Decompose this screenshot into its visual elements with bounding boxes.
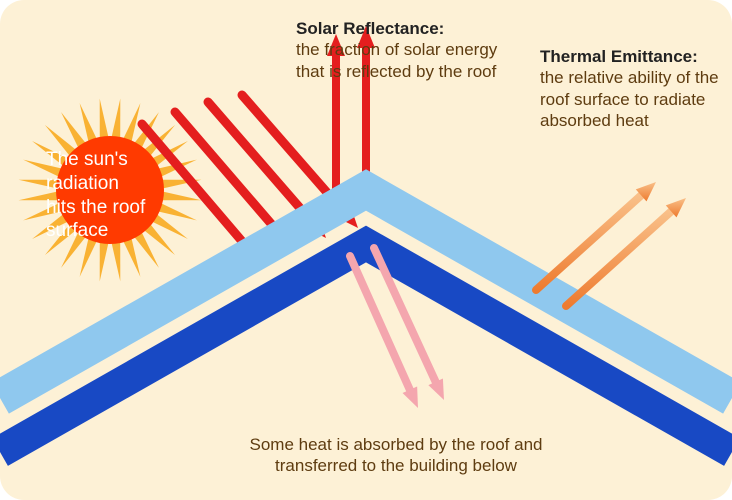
label-heat-absorbed: Some heat is absorbed by the roof and tr… (236, 434, 556, 477)
label-sun-radiation: The sun'sradiationhits the roofsurface (46, 148, 216, 243)
label-solar-reflectance: Solar Reflectance: the fraction of solar… (296, 18, 506, 82)
label-body: Some heat is absorbed by the roof and tr… (250, 435, 543, 475)
label-body: the fraction of solar energy that is ref… (296, 40, 497, 80)
label-body: the relative ability of the roof surface… (540, 68, 719, 130)
label-title: Thermal Emittance: (540, 47, 698, 66)
diagram-canvas: The sun'sradiationhits the roofsurface S… (0, 0, 732, 500)
label-thermal-emittance: Thermal Emittance: the relative ability … (540, 46, 730, 131)
label-title: Solar Reflectance: (296, 19, 444, 38)
